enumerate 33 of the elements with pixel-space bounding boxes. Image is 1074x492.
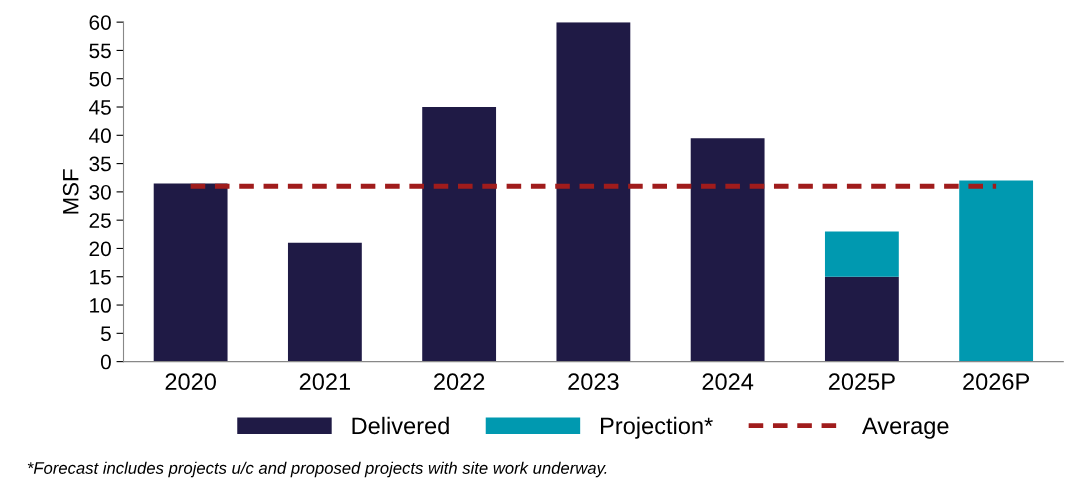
y-tick-label: 50 <box>89 71 111 87</box>
bar <box>824 231 899 277</box>
x-tick-label: 2024 <box>702 373 754 391</box>
y-axis-title: MSF <box>62 169 79 214</box>
y-tick-label: 25 <box>89 213 111 228</box>
y-tick-label: 30 <box>89 184 111 200</box>
bar <box>556 22 631 362</box>
y-tick-label: 45 <box>89 100 111 115</box>
y-tick-label: 55 <box>89 43 111 59</box>
legend-label: Projection* <box>601 416 713 439</box>
x-tick-label: 2023 <box>568 373 619 391</box>
bar <box>690 138 765 362</box>
x-tick-label: 2022 <box>434 373 485 391</box>
legend-label: Delivered <box>352 416 449 435</box>
y-tick-label: 20 <box>89 241 111 257</box>
y-tick-label: 10 <box>90 298 111 313</box>
x-tick-label: 2026P <box>963 373 1030 391</box>
x-tick-label: 2025P <box>828 373 895 391</box>
bar <box>824 276 899 362</box>
y-tick-label: 40 <box>89 128 111 144</box>
bar <box>422 107 497 362</box>
y-tick-label: 5 <box>100 326 111 342</box>
x-tick-label: 2020 <box>165 373 216 391</box>
x-tick-label: 2021 <box>299 373 350 391</box>
y-tick-label: 15 <box>90 269 111 285</box>
bar <box>287 242 362 362</box>
y-tick-label: 0 <box>100 354 111 370</box>
y-tick-label: 60 <box>89 15 111 30</box>
bar <box>959 180 1034 362</box>
text: *Forecast includes projects u/c and proposed projects with site work underway. <box>27 461 607 478</box>
legend-label: Average <box>862 417 949 439</box>
bar <box>153 183 228 362</box>
y-tick-label: 35 <box>89 156 111 172</box>
